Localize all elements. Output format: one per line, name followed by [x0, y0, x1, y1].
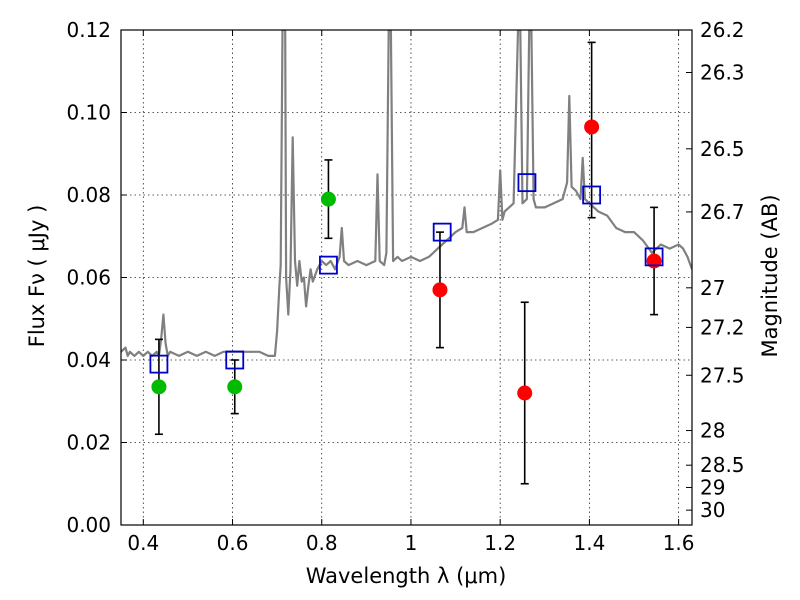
axis-ticks — [121, 29, 692, 526]
circle-data-point — [320, 191, 336, 207]
y-axis-label: Flux Fν ( μJy ) — [25, 205, 49, 348]
y-tick-label: 0.02 — [66, 431, 111, 455]
y-tick-label: 0.10 — [66, 101, 111, 125]
square-model-point — [432, 222, 452, 242]
right-tick-label: 26.5 — [700, 137, 745, 161]
y-tick-label: 0.00 — [66, 513, 111, 537]
y-tick-label: 0.06 — [66, 266, 111, 290]
right-axis-label: Magnitude (AB) — [758, 194, 782, 357]
y-tick-label: 0.08 — [66, 183, 111, 207]
circle-data-point — [227, 379, 243, 395]
right-tick-label: 27.2 — [700, 315, 745, 339]
x-tick-label: 1.4 — [573, 531, 605, 555]
model-spectrum — [121, 30, 692, 357]
right-tick-label: 26.2 — [700, 18, 745, 42]
x-tick-label: 0.4 — [127, 531, 159, 555]
circle-data-point — [517, 385, 533, 401]
error-bars — [154, 41, 659, 485]
spectrum-line — [121, 30, 692, 357]
square-model-point — [517, 173, 537, 193]
right-tick-label: 29 — [700, 475, 725, 499]
right-tick-label: 28 — [700, 419, 725, 443]
x-tick-label: 1 — [405, 531, 418, 555]
grid — [121, 29, 692, 526]
x-axis-label: Wavelength λ (μm) — [306, 564, 507, 588]
right-tick-label: 28.5 — [700, 453, 745, 477]
right-tick-label: 30 — [700, 498, 725, 522]
tick-labels: 0.4 0.6 0.8 1 1.2 1.4 1.6 0.00 0.02 0.04 0.06 0.08 0… — [66, 18, 744, 555]
y-tick-label: 0.04 — [66, 348, 111, 372]
square-model-point — [319, 255, 338, 275]
square-model-point — [225, 350, 245, 370]
right-tick-label: 26.3 — [700, 60, 745, 84]
circle-data-point — [584, 119, 600, 135]
right-tick-label: 27.5 — [700, 363, 745, 387]
circle-data-point — [151, 379, 167, 395]
x-tick-label: 0.6 — [217, 531, 249, 555]
x-tick-label: 0.8 — [306, 531, 338, 555]
data-points — [149, 119, 664, 401]
x-tick-label: 1.6 — [663, 531, 695, 555]
x-tick-label: 1.2 — [484, 531, 516, 555]
y-tick-label: 0.12 — [66, 18, 111, 42]
circle-data-point — [432, 282, 448, 298]
right-tick-label: 26.7 — [700, 200, 745, 224]
square-model-point — [644, 247, 664, 267]
square-model-point — [149, 354, 169, 374]
square-model-point — [582, 185, 602, 205]
right-tick-label: 27 — [700, 276, 725, 300]
